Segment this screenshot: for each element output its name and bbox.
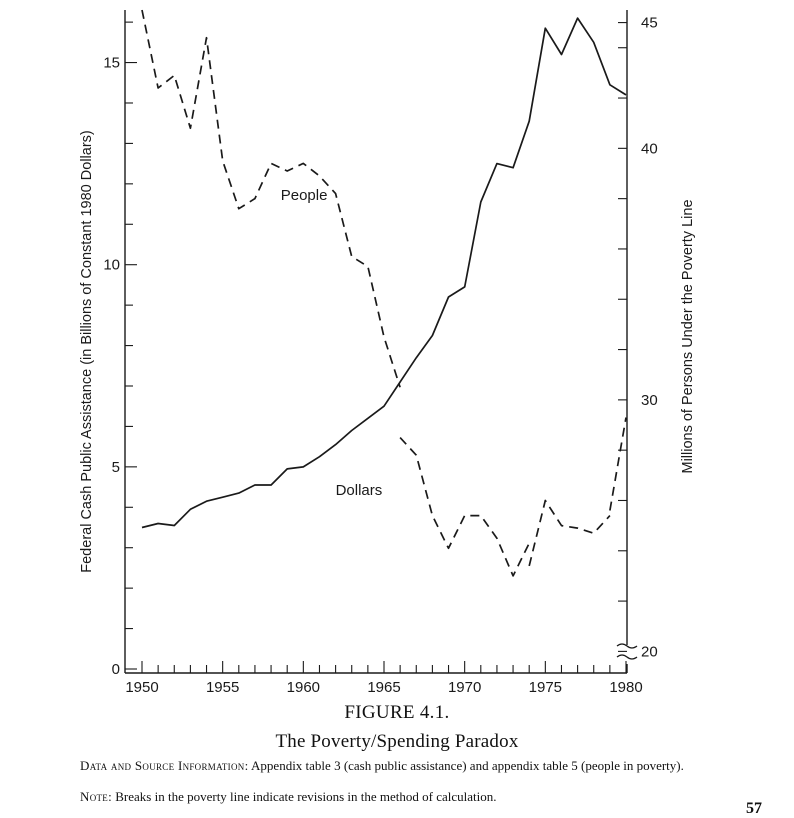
left-axis-title: Federal Cash Public Assistance (in Billi… — [79, 130, 95, 572]
left-y-tick-label: 0 — [112, 661, 120, 678]
people-series-label: People — [281, 187, 328, 204]
source-label: Data and Source Information: — [80, 758, 249, 773]
right-y-tick-label: 40 — [641, 140, 658, 157]
left-y-tick-label: 10 — [103, 257, 120, 274]
right-axis-title: Millions of Persons Under the Poverty Li… — [680, 199, 696, 473]
x-tick-label: 1950 — [125, 679, 158, 696]
right-y-tick-label: 20 — [641, 643, 658, 660]
axis-break-mark — [616, 643, 638, 649]
people-series-line — [528, 499, 611, 567]
note-label: Note: — [80, 789, 112, 804]
right-y-tick-label: 45 — [641, 15, 658, 32]
x-tick-label: 1955 — [206, 679, 239, 696]
source-text: Appendix table 3 (cash public assistance… — [248, 758, 684, 773]
figure-title: The Poverty/Spending Paradox — [275, 731, 519, 752]
x-tick-label: 1970 — [448, 679, 481, 696]
x-tick-label: 1980 — [609, 679, 642, 696]
people-series-line — [399, 437, 530, 577]
left-y-tick-label: 15 — [103, 55, 120, 72]
method-note: Note: Breaks in the poverty line indicat… — [80, 789, 760, 804]
page-number: 57 — [746, 800, 762, 817]
source-note: Data and Source Information: Appendix ta… — [80, 758, 760, 773]
dollars-series-label: Dollars — [336, 482, 383, 499]
x-tick-label: 1965 — [367, 679, 400, 696]
right-y-tick-label: 30 — [641, 392, 658, 409]
figure-number: FIGURE 4.1. — [344, 702, 450, 723]
poverty-spending-chart: 1950 1955 1960 1965 1970 1975 1980 0 5 10 15 20 30 40… — [79, 9, 696, 696]
x-tick-label: 1960 — [287, 679, 320, 696]
people-series-line — [141, 9, 401, 388]
x-tick-label: 1975 — [529, 679, 562, 696]
left-y-tick-label: 5 — [112, 459, 120, 476]
axis-break-mark — [616, 654, 638, 660]
note-text: Breaks in the poverty line indicate revi… — [112, 789, 497, 804]
dollars-series-line — [141, 17, 627, 529]
people-series-line — [609, 417, 627, 511]
